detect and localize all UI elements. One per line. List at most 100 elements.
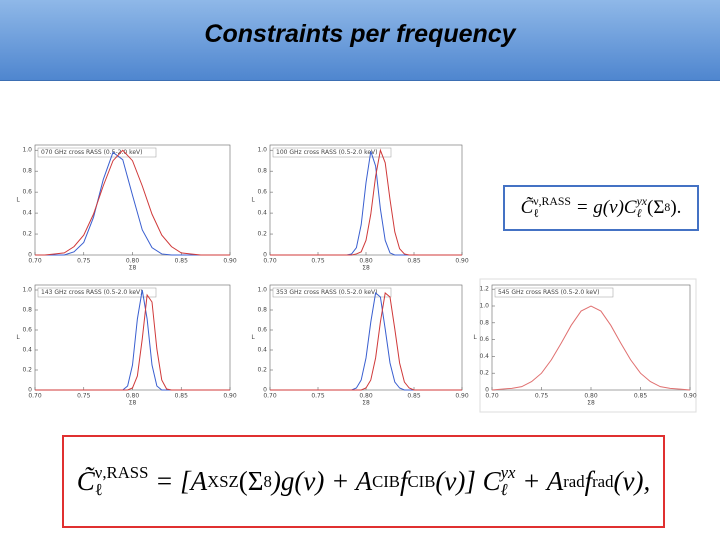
y-tick-label: 0.6 — [479, 336, 489, 343]
data-line — [35, 149, 230, 256]
y-tick-label: 0 — [263, 252, 267, 259]
plot-frame — [34, 284, 231, 391]
x-tick-label: 0.75 — [77, 393, 91, 400]
formula-part: rad — [563, 471, 585, 491]
y-tick-label: 0 — [28, 252, 32, 259]
x-tick-label: 0.85 — [634, 393, 648, 400]
y-tick-label: 0.8 — [257, 168, 267, 175]
plot-frame — [491, 284, 691, 391]
formula-part: 8 — [263, 471, 272, 491]
y-tick-label: 0 — [485, 387, 489, 394]
formula-part: f — [399, 466, 408, 496]
y-axis-label: L — [16, 197, 20, 204]
x-tick-label: 0.85 — [175, 393, 189, 400]
y-tick-label: 1.0 — [479, 303, 489, 310]
y-tick-label: 0.8 — [22, 168, 32, 175]
x-axis-label: Σ8 — [587, 400, 595, 407]
x-tick-label: 0.80 — [584, 393, 598, 400]
y-tick-label: 0.4 — [257, 347, 267, 354]
x-tick-label: 0.90 — [455, 393, 469, 400]
y-axis-label: L — [473, 334, 477, 341]
formula-part: rad — [592, 471, 614, 491]
y-tick-label: 0 — [28, 387, 32, 394]
y-tick-label: 0.2 — [479, 370, 489, 377]
data-line — [270, 292, 462, 391]
data-line — [270, 292, 462, 391]
formula-part: C̃ — [520, 197, 534, 218]
x-axis-label: Σ8 — [129, 400, 137, 407]
y-tick-label: 1.0 — [22, 287, 32, 294]
formula-part: ). — [670, 197, 682, 218]
x-tick-label: 0.85 — [407, 393, 421, 400]
x-tick-label: 0.85 — [175, 258, 189, 265]
data-line — [35, 289, 230, 391]
formula-part: ℓ — [94, 479, 103, 499]
formula-part: ℓ — [636, 207, 642, 220]
x-axis-label: Σ8 — [362, 400, 370, 407]
data-line — [270, 151, 462, 256]
formula-part: + A — [522, 466, 564, 496]
x-axis-label: Σ8 — [129, 265, 137, 272]
formula-script: yx ℓ — [637, 196, 647, 220]
x-tick-label: 0.70 — [263, 393, 277, 400]
x-tick-label: 0.80 — [359, 258, 373, 265]
x-tick-label: 0.75 — [311, 393, 325, 400]
formula-script: ν,RASS ℓ — [533, 196, 571, 220]
data-line — [270, 148, 462, 256]
plot-frame — [269, 284, 463, 391]
y-tick-label: 0 — [263, 387, 267, 394]
title-frame — [272, 287, 392, 298]
y-tick-label: 0.8 — [479, 319, 489, 326]
x-tick-label: 0.70 — [485, 393, 499, 400]
y-tick-label: 0.4 — [22, 347, 32, 354]
formula-part: (Σ — [647, 197, 665, 218]
y-tick-label: 0.8 — [22, 307, 32, 314]
y-axis-label: L — [16, 334, 20, 341]
y-tick-label: 0.2 — [22, 367, 32, 374]
x-tick-label: 0.75 — [535, 393, 549, 400]
formula-part: yx — [500, 462, 516, 482]
title-frame — [494, 287, 614, 298]
y-tick-label: 0.2 — [22, 231, 32, 238]
x-tick-label: 0.80 — [126, 393, 140, 400]
formula-script: ν,RASS ℓ — [94, 464, 149, 499]
y-tick-label: 0.8 — [257, 307, 267, 314]
y-tick-label: 0.6 — [22, 327, 32, 334]
x-tick-label: 0.90 — [683, 393, 697, 400]
title-frame — [37, 287, 157, 298]
formula-part: ℓ — [500, 479, 508, 499]
x-axis-label: Σ8 — [362, 265, 370, 272]
formula-part: (ν)] C — [435, 466, 501, 496]
y-tick-label: 1.0 — [257, 147, 267, 154]
x-tick-label: 0.90 — [223, 258, 237, 265]
x-tick-label: 0.75 — [77, 258, 91, 265]
formula-part: C̃ — [76, 466, 95, 496]
plot-title: 100 GHz cross RASS (0.5-2.0 keV) — [276, 149, 378, 156]
panel-frame — [479, 278, 697, 413]
x-tick-label: 0.70 — [28, 393, 42, 400]
formula-part: (Σ — [238, 466, 264, 496]
y-tick-label: 1.2 — [479, 286, 489, 293]
x-tick-label: 0.90 — [223, 393, 237, 400]
plot-title: 545 GHz cross RASS (0.5-2.0 keV) — [498, 289, 600, 296]
data-line — [35, 151, 230, 256]
y-tick-label: 0.2 — [257, 367, 267, 374]
x-tick-label: 0.75 — [311, 258, 325, 265]
y-tick-label: 1.0 — [257, 287, 267, 294]
y-tick-label: 0.6 — [257, 189, 267, 196]
formula-part: = [A — [155, 466, 208, 496]
formula-part: ν,RASS — [533, 195, 571, 209]
title-frame — [37, 147, 157, 158]
data-line — [491, 305, 691, 391]
y-tick-label: 0.6 — [22, 189, 32, 196]
y-tick-label: 0.6 — [257, 327, 267, 334]
title-frame — [272, 147, 392, 158]
y-tick-label: 0.4 — [257, 210, 267, 217]
formula-part: 8 — [664, 201, 671, 214]
y-tick-label: 1.0 — [22, 147, 32, 154]
x-tick-label: 0.85 — [407, 258, 421, 265]
y-tick-label: 0.4 — [479, 353, 489, 360]
y-axis-label: L — [251, 197, 255, 204]
formula-part: (ν), — [613, 466, 651, 496]
